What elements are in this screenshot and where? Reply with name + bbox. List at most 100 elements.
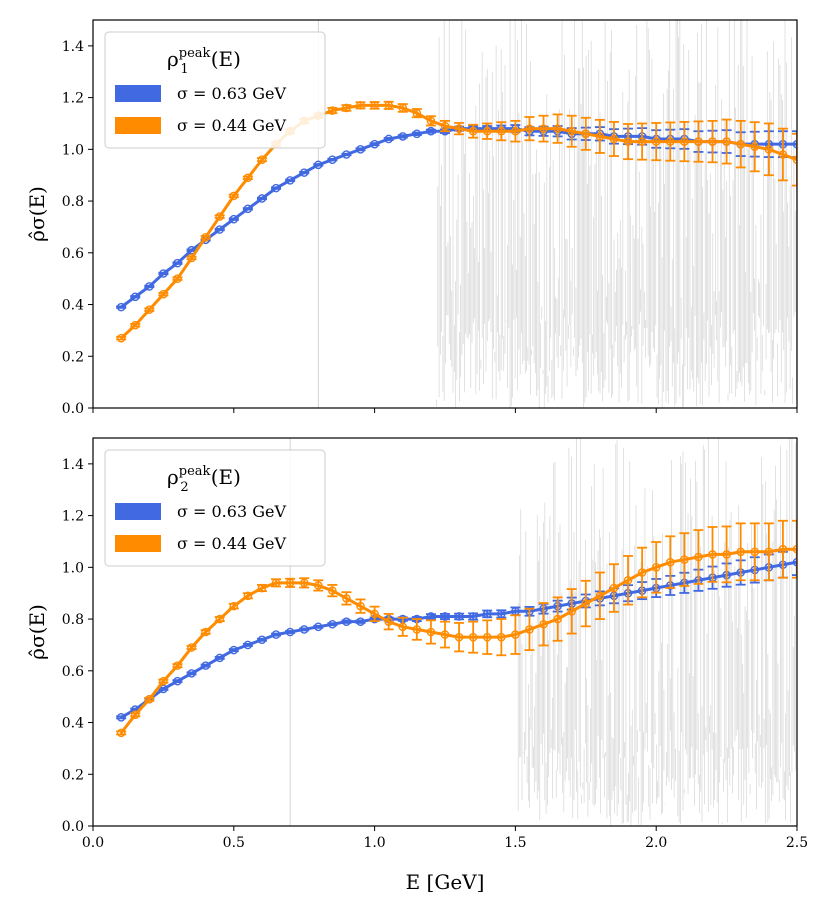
data-point — [398, 103, 408, 113]
data-point — [539, 619, 548, 629]
legend-label: σ = 0.63 GeV — [177, 502, 286, 521]
legend-title: ρpeak 2 (E) — [167, 464, 241, 495]
data-point — [243, 204, 253, 214]
data-point — [750, 547, 760, 557]
data-point — [229, 645, 239, 655]
data-point — [370, 139, 379, 149]
data-point — [215, 614, 225, 624]
data-point — [736, 139, 745, 149]
data-point — [567, 126, 577, 136]
data-point — [229, 191, 239, 201]
x-tick-label: 1.5 — [504, 835, 526, 851]
data-point — [313, 622, 323, 632]
data-point — [792, 139, 797, 149]
background-noise — [317, 20, 797, 408]
data-point — [792, 557, 797, 567]
x-tick-label: 0.5 — [223, 835, 245, 851]
data-point — [173, 661, 182, 670]
data-point — [328, 106, 337, 115]
bottom-panel: 0.0 0.5 1.0 1.5 2.0 2.5 0.0 0.2 0.4 0.6 0.8 1.0 1.2 1… — [25, 437, 808, 894]
data-point — [482, 632, 492, 642]
data-point — [145, 282, 154, 291]
data-point — [271, 578, 281, 588]
y-tick-label: 1.4 — [62, 457, 84, 473]
data-point — [637, 568, 647, 577]
x-tick-label: 0.0 — [82, 835, 104, 851]
x-tick-label: 2.5 — [786, 835, 808, 851]
data-point — [370, 609, 379, 619]
legend: ρpeak 1 (E) σ = 0.63 GeV σ = 0.44 GeV — [104, 31, 326, 149]
data-point — [525, 625, 534, 634]
data-point — [609, 134, 619, 144]
data-point — [468, 612, 478, 621]
y-axis-label: ρ̂σ(E) — [25, 186, 49, 242]
data-point — [792, 155, 797, 164]
data-point — [722, 550, 731, 559]
data-point — [468, 126, 478, 136]
data-point — [342, 103, 351, 113]
legend-label: σ = 0.44 GeV — [177, 116, 286, 135]
data-point — [243, 640, 253, 650]
data-point — [116, 302, 126, 312]
legend-label: σ = 0.44 GeV — [177, 534, 286, 553]
data-point — [722, 137, 731, 146]
legend-swatch — [115, 85, 161, 102]
data-point — [553, 614, 562, 624]
data-point — [285, 627, 295, 637]
data-point — [299, 168, 309, 177]
data-point — [511, 126, 520, 136]
data-point — [482, 609, 492, 619]
data-point — [750, 142, 760, 152]
data-point — [356, 601, 365, 611]
y-tick-label: 0.4 — [62, 298, 84, 314]
data-point — [342, 150, 351, 159]
data-point — [694, 137, 703, 146]
data-point — [468, 632, 478, 642]
data-point — [497, 609, 506, 619]
data-point — [398, 132, 408, 141]
axes-frame — [92, 437, 798, 827]
data-point — [145, 305, 154, 315]
data-point — [553, 124, 562, 133]
data-point — [173, 274, 182, 283]
data-point — [665, 557, 675, 567]
legend-swatch — [115, 535, 161, 552]
data-point — [440, 630, 450, 639]
y-tick-label: 0.8 — [62, 612, 84, 628]
data-point — [454, 124, 464, 133]
data-point — [342, 594, 351, 603]
y-tick-label: 0.2 — [62, 767, 84, 783]
data-point — [201, 627, 210, 637]
data-point — [130, 710, 140, 720]
data-point — [623, 137, 633, 146]
data-point — [581, 599, 591, 608]
data-point — [384, 101, 393, 110]
legend-swatch — [115, 117, 161, 134]
data-point — [651, 137, 661, 146]
y-tick-label: 1.2 — [62, 509, 84, 525]
data-point — [412, 108, 422, 118]
data-point — [229, 601, 239, 611]
legend-title: ρpeak 1 (E) — [167, 46, 241, 77]
data-point — [680, 137, 689, 146]
data-point — [356, 145, 365, 154]
data-point — [511, 630, 520, 639]
y-tick-label: 0.6 — [62, 246, 84, 262]
series-orange — [116, 519, 797, 738]
data-point — [215, 225, 225, 234]
data-point — [187, 669, 196, 678]
data-point — [328, 619, 337, 629]
legend-swatch — [115, 503, 161, 520]
legend: ρpeak 2 (E) σ = 0.63 GeV σ = 0.44 GeV — [104, 449, 326, 567]
data-point — [342, 617, 351, 626]
y-tick-label: 0.0 — [62, 401, 84, 417]
data-point — [271, 630, 281, 639]
data-point — [581, 129, 591, 139]
data-point — [497, 126, 506, 136]
data-point — [173, 676, 182, 686]
data-point — [440, 121, 450, 131]
data-point — [257, 583, 267, 593]
y-tick-label: 0.8 — [62, 194, 84, 210]
data-point — [257, 194, 267, 203]
